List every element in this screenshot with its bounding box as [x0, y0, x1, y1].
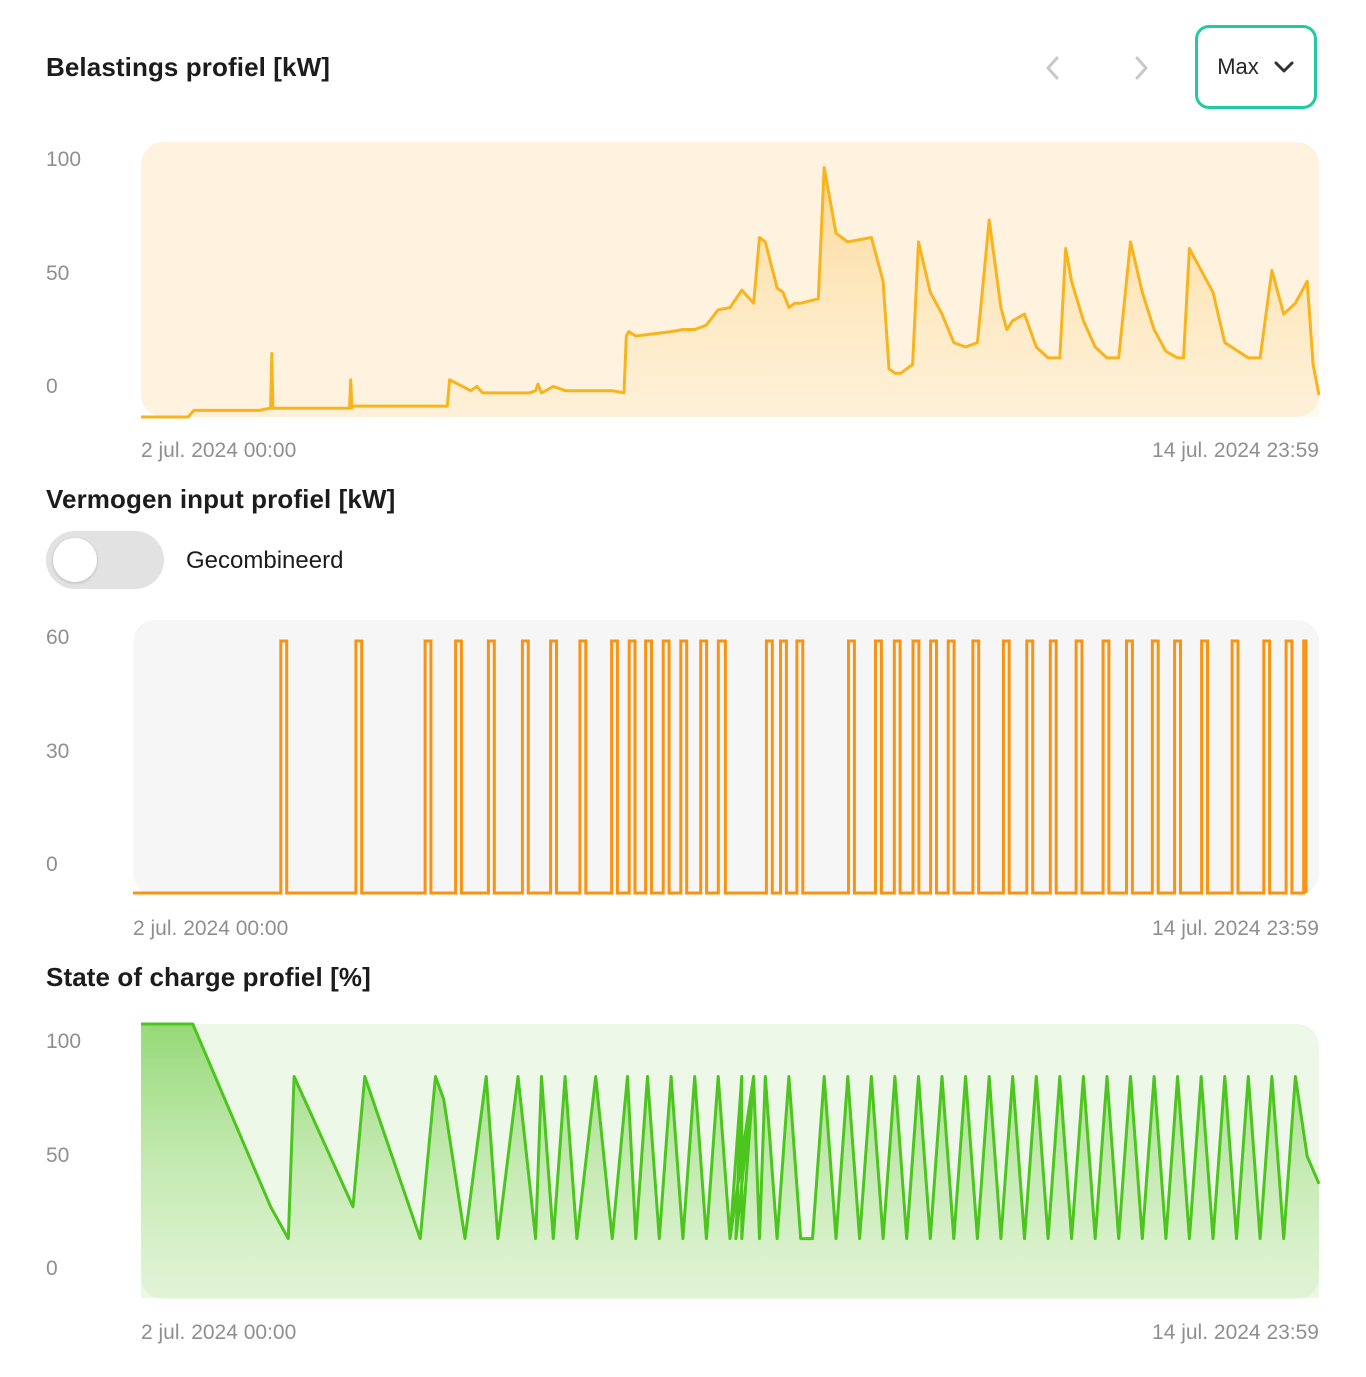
soc-x-start-label: 2 jul. 2024 00:00 [141, 1321, 297, 1344]
chevron-down-icon [1274, 61, 1294, 73]
load-y-tick: 100 [46, 148, 82, 171]
input-y-tick: 30 [46, 740, 70, 763]
range-select-label: Max [1217, 54, 1259, 79]
input-series-line [133, 639, 1308, 895]
soc-series-line [141, 1022, 1321, 1241]
chevron-right-icon [1135, 56, 1148, 80]
range-select[interactable]: Max [1195, 25, 1317, 109]
load-area [141, 167, 1319, 417]
input-x-start-label: 2 jul. 2024 00:00 [133, 917, 289, 940]
soc-chart-title: State of charge profiel [%] [46, 962, 371, 992]
load-y-tick: 0 [46, 375, 58, 398]
load-x-start-label: 2 jul. 2024 00:00 [141, 439, 297, 462]
load-x-end-label: 14 jul. 2024 23:59 [1152, 439, 1319, 462]
load-chart-title: Belastings profiel [kW] [46, 52, 330, 82]
soc-y-tick: 0 [46, 1257, 58, 1280]
soc-area [141, 1024, 1319, 1298]
soc-x-end-label: 14 jul. 2024 23:59 [1152, 1321, 1319, 1344]
toggle-knob [53, 538, 97, 582]
input-y-tick: 0 [46, 853, 58, 876]
chevron-left-icon [1046, 56, 1059, 80]
soc-y-tick: 100 [46, 1030, 82, 1053]
input-x-end-label: 14 jul. 2024 23:59 [1152, 917, 1319, 940]
load-series-line [141, 166, 1321, 419]
soc-y-tick: 50 [46, 1144, 70, 1167]
load-y-tick: 50 [46, 262, 70, 285]
input-y-tick: 60 [46, 626, 70, 649]
prev-period-button[interactable] [1033, 48, 1073, 88]
combined-toggle-label: Gecombineerd [186, 547, 344, 574]
next-period-button[interactable] [1121, 48, 1161, 88]
input-chart-title: Vermogen input profiel [kW] [46, 484, 396, 514]
combined-toggle[interactable] [46, 531, 164, 589]
